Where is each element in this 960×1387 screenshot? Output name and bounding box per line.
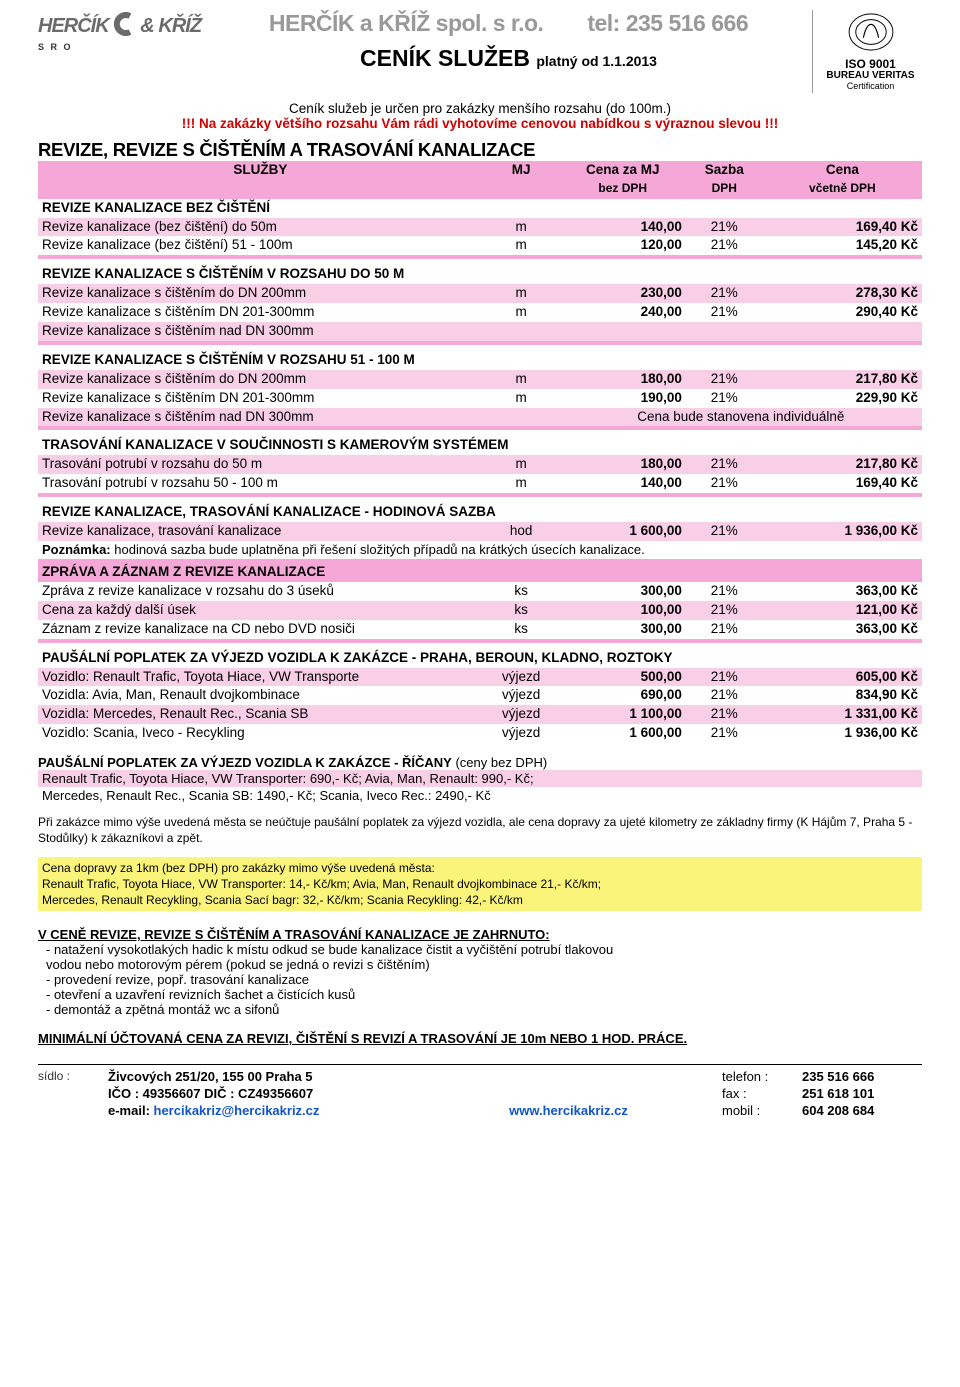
group-title: REVIZE KANALIZACE BEZ ČIŠTĚNÍ bbox=[38, 199, 922, 218]
yellow-l1: Renault Trafic, Toyota Hiace, VW Transpo… bbox=[42, 876, 918, 892]
footer-sidlo-label: sídlo : bbox=[38, 1069, 108, 1084]
ricany-title: PAUŠÁLNÍ POPLATEK ZA VÝJEZD VOZIDLA K ZA… bbox=[38, 755, 452, 770]
header-center: HERČÍK a KŘÍŽ spol. s r.o. tel: 235 516 … bbox=[213, 10, 804, 72]
yellow-title: Cena dopravy za 1km (bez DPH) pro zakázk… bbox=[42, 860, 918, 876]
table-row: Trasování potrubí v rozsahu do 50 mm180,… bbox=[38, 455, 922, 474]
table-row: Vozidlo: Scania, Iveco - Recyklingvýjezd… bbox=[38, 724, 922, 743]
title: CENÍK SLUŽEB bbox=[360, 45, 530, 71]
table-row: Vozidla: Avia, Man, Renault dvojkombinac… bbox=[38, 686, 922, 705]
title-sub: platný od 1.1.2013 bbox=[536, 53, 657, 69]
cert-iso: ISO 9001 bbox=[819, 57, 922, 71]
included-title: V CENĚ REVIZE, REVIZE S ČIŠTĚNÍM A TRASO… bbox=[38, 927, 922, 942]
table-header-row: SLUŽBY MJ Cena za MJ Sazba Cena bbox=[38, 161, 922, 180]
included-block: V CENĚ REVIZE, REVIZE S ČIŠTĚNÍM A TRASO… bbox=[38, 927, 922, 1017]
logo-kriz: KŘÍŽ bbox=[158, 15, 201, 37]
table-row: Revize kanalizace s čištěním DN 201-300m… bbox=[38, 389, 922, 408]
th-cena: Cena bbox=[763, 161, 922, 180]
th-mj: MJ bbox=[483, 161, 560, 180]
logo-sro: S R O bbox=[38, 42, 73, 52]
included-item: - otevření a uzavření revizních šachet a… bbox=[38, 987, 922, 1002]
footer-fax: 251 618 101 bbox=[802, 1086, 922, 1101]
table-row: Revize kanalizace (bez čištění) do 50mm1… bbox=[38, 218, 922, 237]
cert-badge: ISO 9001 BUREAU VERITAS Certification bbox=[812, 10, 922, 93]
group-title: TRASOVÁNÍ KANALIZACE V SOUČINNOSTI S KAM… bbox=[38, 436, 922, 455]
logo-amp: & bbox=[140, 15, 154, 37]
table-row: Revize kanalizace s čištěním nad DN 300m… bbox=[38, 408, 922, 427]
ricany-line1: Renault Trafic, Toyota Hiace, VW Transpo… bbox=[38, 770, 922, 787]
title-line: CENÍK SLUŽEB platný od 1.1.2013 bbox=[213, 45, 804, 72]
table-row: Revize kanalizace s čištěním do DN 200mm… bbox=[38, 370, 922, 389]
company-line: HERČÍK a KŘÍŽ spol. s r.o. tel: 235 516 … bbox=[213, 10, 804, 37]
group-title: REVIZE KANALIZACE S ČIŠTĚNÍM V ROZSAHU 5… bbox=[38, 351, 922, 370]
main-section-title: REVIZE, REVIZE S ČIŠTĚNÍM A TRASOVÁNÍ KA… bbox=[38, 139, 922, 161]
company-logo: HERČÍK & KŘÍŽ S R O bbox=[38, 12, 213, 67]
table-row: Cena za každý další úsekks100,0021%121,0… bbox=[38, 601, 922, 620]
footer-mobil: 604 208 684 bbox=[802, 1103, 922, 1118]
table-row: Záznam z revize kanalizace na CD nebo DV… bbox=[38, 620, 922, 639]
th-dph: DPH bbox=[686, 180, 763, 199]
table-row: Revize kanalizace, trasování kanalizaceh… bbox=[38, 522, 922, 541]
table-row: Revize kanalizace s čištěním do DN 200mm… bbox=[38, 284, 922, 303]
company-tel: tel: 235 516 666 bbox=[587, 10, 748, 36]
page: HERČÍK & KŘÍŽ S R O HERČÍK a KŘÍŽ spol. … bbox=[0, 0, 960, 1126]
table-header-sub-row: bez DPH DPH včetně DPH bbox=[38, 180, 922, 199]
group-title: REVIZE KANALIZACE, TRASOVÁNÍ KANALIZACE … bbox=[38, 503, 922, 522]
table-row: Revize kanalizace (bez čištění) 51 - 100… bbox=[38, 236, 922, 255]
footer: sídlo : Živcových 251/20, 155 00 Praha 5… bbox=[38, 1064, 922, 1118]
intro: Ceník služeb je určen pro zakázky menšíh… bbox=[38, 101, 922, 131]
included-item: - demontáž a zpětná montáž wc a sifonů bbox=[38, 1002, 922, 1017]
company-name: HERČÍK a KŘÍŽ spol. s r.o. bbox=[269, 10, 544, 36]
th-cena-za-mj: Cena za MJ bbox=[560, 161, 686, 180]
intro-line2: !!! Na zakázky většího rozsahu Vám rádi … bbox=[38, 116, 922, 131]
table-row: Zpráva z revize kanalizace v rozsahu do … bbox=[38, 582, 922, 601]
ricany-block: PAUŠÁLNÍ POPLATEK ZA VÝJEZD VOZIDLA K ZA… bbox=[38, 755, 922, 804]
logo-c-icon bbox=[112, 12, 140, 36]
group-title: REVIZE KANALIZACE S ČIŠTĚNÍM V ROZSAHU D… bbox=[38, 265, 922, 284]
yellow-box: Cena dopravy za 1km (bez DPH) pro zakázk… bbox=[38, 857, 922, 912]
table-row: Vozidlo: Renault Trafic, Toyota Hiace, V… bbox=[38, 668, 922, 687]
footer-email[interactable]: hercikakriz@hercikakriz.cz bbox=[154, 1103, 320, 1118]
intro-line1: Ceník služeb je určen pro zakázky menšíh… bbox=[38, 101, 922, 116]
cert-bv-name: BUREAU VERITAS bbox=[819, 71, 922, 81]
footer-mobil-label: mobil : bbox=[722, 1103, 802, 1118]
th-sluzby: SLUŽBY bbox=[38, 161, 483, 180]
th-sazba: Sazba bbox=[686, 161, 763, 180]
th-bez-dph: bez DPH bbox=[560, 180, 686, 199]
price-table: SLUŽBY MJ Cena za MJ Sazba Cena bez DPH … bbox=[38, 161, 922, 743]
included-item: vodou nebo motorovým pérem (pokud se jed… bbox=[38, 957, 922, 972]
logo-hercik: HERČÍK bbox=[38, 15, 109, 37]
table-row: Revize kanalizace s čištěním DN 201-300m… bbox=[38, 303, 922, 322]
group-note: Poznámka: hodinová sazba bude uplatněna … bbox=[38, 541, 922, 559]
yellow-l2: Mercedes, Renault Recykling, Scania Sací… bbox=[42, 892, 918, 908]
table-row: Vozidla: Mercedes, Renault Rec., Scania … bbox=[38, 705, 922, 724]
group-title: PAUŠÁLNÍ POPLATEK ZA VÝJEZD VOZIDLA K ZA… bbox=[38, 649, 922, 668]
included-item: - natažení vysokotlakých hadic k místu o… bbox=[38, 942, 922, 957]
footer-email-label: e-mail: bbox=[108, 1103, 154, 1118]
group-title: ZPRÁVA A ZÁZNAM Z REVIZE KANALIZACE bbox=[38, 563, 922, 582]
footer-fax-label: fax : bbox=[722, 1086, 802, 1101]
footer-address: Živcových 251/20, 155 00 Praha 5 bbox=[108, 1069, 722, 1084]
table-row: Revize kanalizace s čištěním nad DN 300m… bbox=[38, 322, 922, 341]
table-row: Trasování potrubí v rozsahu 50 - 100 mm1… bbox=[38, 474, 922, 493]
footer-tel-label: telefon : bbox=[722, 1069, 802, 1084]
bureau-veritas-icon bbox=[847, 12, 895, 52]
footer-www[interactable]: www.hercikakriz.cz bbox=[415, 1103, 722, 1118]
cert-text: Certification bbox=[819, 81, 922, 91]
th-vcetne-dph: včetně DPH bbox=[763, 180, 922, 199]
included-item: - provedení revize, popř. trasování kana… bbox=[38, 972, 922, 987]
footer-tel: 235 516 666 bbox=[802, 1069, 922, 1084]
header: HERČÍK & KŘÍŽ S R O HERČÍK a KŘÍŽ spol. … bbox=[38, 10, 922, 93]
min-line: MINIMÁLNÍ ÚČTOVANÁ CENA ZA REVIZI, ČIŠTĚ… bbox=[38, 1031, 922, 1046]
ricany-line2: Mercedes, Renault Rec., Scania SB: 1490,… bbox=[38, 787, 922, 804]
ricany-suffix: (ceny bez DPH) bbox=[452, 755, 547, 770]
footer-ico: IČO : 49356607 DIČ : CZ49356607 bbox=[108, 1086, 722, 1101]
note-outside: Při zakázce mimo výše uvedená města se n… bbox=[38, 814, 922, 846]
